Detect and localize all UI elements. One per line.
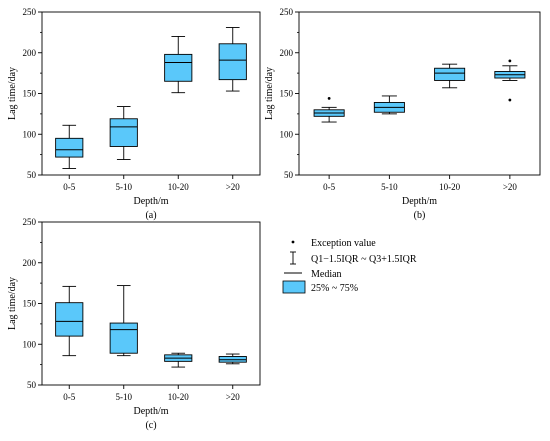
box-iqr bbox=[109, 322, 138, 354]
box-2 bbox=[109, 285, 138, 357]
outlier-point bbox=[508, 59, 512, 63]
legend: Exception value Q1−1.5IQR ~ Q3+1.5IQR Me… bbox=[282, 238, 417, 294]
legend-whisker-label: Q1−1.5IQR ~ Q3+1.5IQR bbox=[311, 254, 417, 265]
legend-item-median: Median bbox=[284, 269, 342, 280]
panel-label: (a) bbox=[145, 210, 156, 221]
y-tick-label: 150 bbox=[23, 89, 37, 99]
box-1 bbox=[55, 124, 84, 169]
y-tick-label: 100 bbox=[23, 129, 37, 139]
x-tick-label: 10-20 bbox=[168, 392, 189, 402]
box-3 bbox=[164, 36, 193, 94]
legend-item-whisker: Q1−1.5IQR ~ Q3+1.5IQR bbox=[290, 251, 417, 265]
legend-item-box: 25% ~ 75% bbox=[282, 280, 358, 294]
y-tick-label: 200 bbox=[280, 48, 294, 58]
box-1 bbox=[55, 285, 84, 357]
box-4 bbox=[218, 353, 247, 365]
x-tick-label: >20 bbox=[226, 182, 241, 192]
legend-exception-label: Exception value bbox=[311, 238, 376, 249]
y-tick-label: 150 bbox=[23, 299, 37, 309]
x-axis-title: Depth/m bbox=[402, 196, 437, 207]
x-tick-label: 5-10 bbox=[116, 182, 133, 192]
chart-panel-3: 50 100 150 200 250 0-5 5-10 10-20 >20 Depth/m (c) L… bbox=[7, 217, 261, 431]
y-tick-label: 100 bbox=[23, 339, 37, 349]
y-tick-label: 200 bbox=[23, 48, 37, 58]
x-tick-label: >20 bbox=[503, 182, 518, 192]
panels: 50 100 150 200 250 0-5 5-10 10-20 >20 Depth/m (a) L… bbox=[7, 7, 541, 431]
x-axis-title: Depth/m bbox=[134, 406, 169, 417]
x-tick-label: >20 bbox=[226, 392, 241, 402]
plot-frame bbox=[298, 11, 541, 176]
panel-label: (b) bbox=[414, 210, 426, 221]
x-tick-label: 5-10 bbox=[116, 392, 133, 402]
box-2 bbox=[109, 106, 138, 160]
x-tick-label: 10-20 bbox=[168, 182, 189, 192]
x-tick-label: 10-20 bbox=[439, 182, 460, 192]
y-tick-label: 250 bbox=[23, 217, 37, 227]
y-tick-label: 50 bbox=[284, 170, 294, 180]
box-3 bbox=[164, 352, 193, 368]
panel-label: (c) bbox=[145, 420, 156, 431]
x-tick-label: 5-10 bbox=[381, 182, 398, 192]
box-4 bbox=[218, 27, 247, 92]
legend-item-exception: Exception value bbox=[291, 238, 376, 249]
box-2 bbox=[373, 95, 405, 115]
y-axis-title: Lag time/day bbox=[7, 277, 18, 330]
box-iqr bbox=[434, 67, 466, 81]
y-tick-label: 50 bbox=[27, 170, 37, 180]
y-tick-label: 200 bbox=[23, 258, 37, 268]
box-iqr bbox=[55, 302, 84, 337]
y-tick-label: 100 bbox=[280, 129, 294, 139]
x-tick-label: 0-5 bbox=[63, 182, 75, 192]
box-iqr bbox=[218, 43, 247, 81]
box-4 bbox=[494, 59, 526, 102]
legend-box-label: 25% ~ 75% bbox=[311, 283, 358, 294]
outlier-point bbox=[327, 96, 331, 100]
legend-exception-symbol bbox=[291, 240, 295, 244]
y-tick-label: 150 bbox=[280, 89, 294, 99]
chart-panel-2: 50 100 150 200 250 0-5 5-10 10-20 >20 Depth/m (b) L… bbox=[264, 7, 541, 221]
box-iqr bbox=[164, 53, 193, 82]
box-iqr bbox=[109, 118, 138, 147]
x-axis-title: Depth/m bbox=[134, 196, 169, 207]
legend-median-label: Median bbox=[311, 269, 342, 280]
box-3 bbox=[434, 63, 466, 89]
chart-panel-1: 50 100 150 200 250 0-5 5-10 10-20 >20 Depth/m (a) L… bbox=[7, 7, 261, 221]
legend-box-symbol bbox=[282, 280, 306, 294]
y-tick-label: 250 bbox=[23, 7, 37, 17]
box-1 bbox=[313, 96, 345, 123]
x-tick-label: 0-5 bbox=[323, 182, 335, 192]
x-tick-label: 0-5 bbox=[63, 392, 75, 402]
outlier-point bbox=[508, 98, 512, 102]
box-iqr bbox=[55, 137, 84, 158]
y-axis-title: Lag time/day bbox=[264, 67, 275, 120]
y-tick-label: 50 bbox=[27, 380, 37, 390]
y-axis-title: Lag time/day bbox=[7, 67, 18, 120]
y-tick-label: 250 bbox=[280, 7, 294, 17]
